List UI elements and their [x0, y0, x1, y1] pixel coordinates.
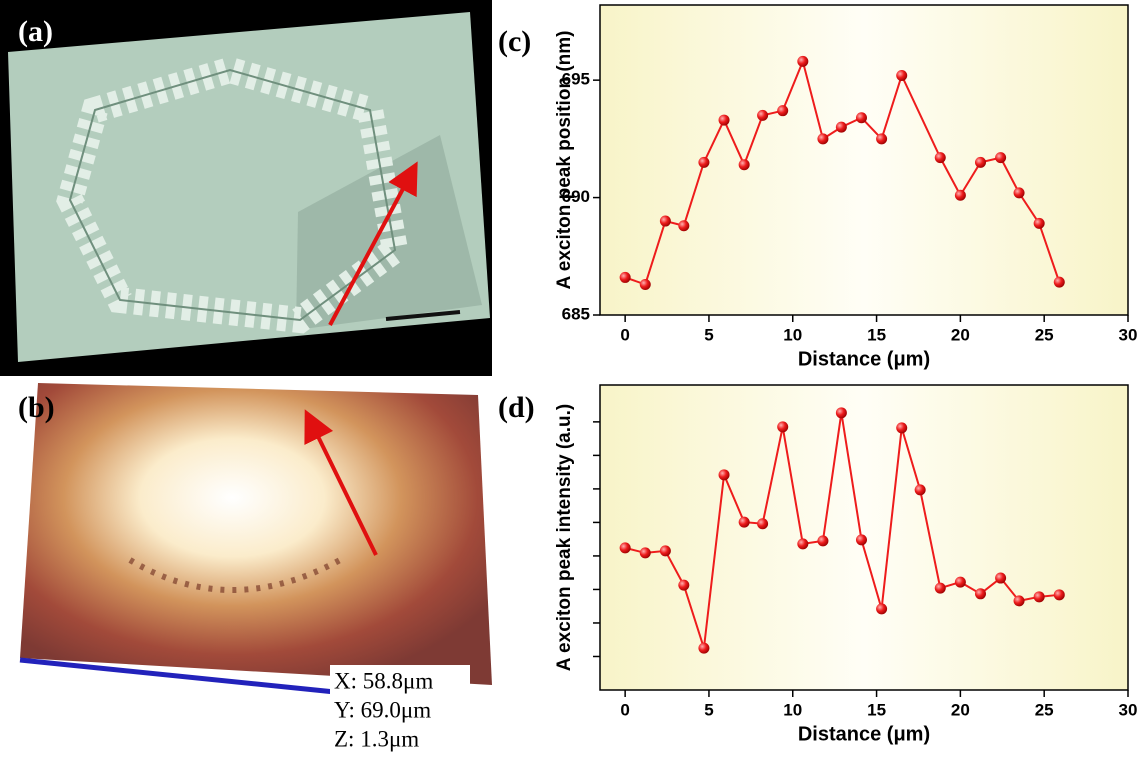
- data-point: [935, 583, 946, 594]
- x-tick-label: 25: [1035, 325, 1054, 344]
- data-point: [1054, 277, 1065, 288]
- x-tick-label: 10: [783, 325, 802, 344]
- x-tick-label: 5: [704, 700, 713, 719]
- data-point: [1034, 218, 1045, 229]
- data-point: [739, 159, 750, 170]
- x-axis-label: Distance (μm): [798, 723, 930, 745]
- data-point: [1014, 595, 1025, 606]
- panel-label: (a): [18, 15, 53, 48]
- data-point: [955, 190, 966, 201]
- figure: (a) (b) X: 58.8μm Y: 69.0μm Z: 1.3μm (c)…: [0, 0, 1145, 759]
- data-point: [975, 588, 986, 599]
- data-point: [698, 157, 709, 168]
- data-point: [935, 152, 946, 163]
- data-point: [620, 542, 631, 553]
- data-point: [955, 577, 966, 588]
- data-point: [1034, 591, 1045, 602]
- data-point: [817, 133, 828, 144]
- data-point: [660, 545, 671, 556]
- data-point: [836, 122, 847, 133]
- data-point: [856, 112, 867, 123]
- data-point: [876, 133, 887, 144]
- x-tick-label: 15: [867, 700, 886, 719]
- x-tick-label: 25: [1035, 700, 1054, 719]
- x-tick-label: 30: [1119, 700, 1138, 719]
- plot-background: [600, 5, 1128, 315]
- data-point: [719, 115, 730, 126]
- data-point: [876, 603, 887, 614]
- panel-label: (c): [498, 25, 531, 58]
- x-tick-label: 0: [620, 325, 629, 344]
- data-point: [836, 407, 847, 418]
- image-annotation: Y: 69.0μm: [334, 697, 431, 722]
- x-tick-label: 20: [951, 325, 970, 344]
- data-point: [777, 421, 788, 432]
- data-point: [995, 152, 1006, 163]
- panel-label: (d): [498, 391, 535, 424]
- data-point: [797, 538, 808, 549]
- data-point: [777, 105, 788, 116]
- data-point: [915, 484, 926, 495]
- data-point: [995, 573, 1006, 584]
- data-point: [719, 469, 730, 480]
- image-annotation: Z: 1.3μm: [334, 726, 419, 751]
- image-annotation: X: 58.8μm: [334, 668, 433, 693]
- data-point: [640, 547, 651, 558]
- data-point: [660, 216, 671, 227]
- data-point: [856, 534, 867, 545]
- data-point: [640, 279, 651, 290]
- data-point: [797, 56, 808, 67]
- data-point: [1014, 187, 1025, 198]
- x-tick-label: 15: [867, 325, 886, 344]
- data-point: [698, 643, 709, 654]
- x-tick-label: 20: [951, 700, 970, 719]
- x-axis-label: Distance (μm): [798, 348, 930, 370]
- data-point: [896, 70, 907, 81]
- x-tick-label: 30: [1119, 325, 1138, 344]
- data-point: [620, 272, 631, 283]
- data-point: [739, 517, 750, 528]
- panel-label: (b): [18, 391, 55, 424]
- y-axis-label: A exciton peak intensity (a.u.): [554, 404, 575, 671]
- data-point: [678, 580, 689, 591]
- y-axis-label: A exciton peak position (nm): [554, 31, 575, 290]
- data-point: [896, 422, 907, 433]
- data-point: [757, 110, 768, 121]
- data-point: [817, 535, 828, 546]
- data-point: [757, 518, 768, 529]
- x-tick-label: 0: [620, 700, 629, 719]
- data-point: [975, 157, 986, 168]
- x-tick-label: 10: [783, 700, 802, 719]
- optical-image: [0, 0, 492, 376]
- x-tick-label: 5: [704, 325, 713, 344]
- data-point: [678, 220, 689, 231]
- y-tick-label: 685: [562, 304, 590, 323]
- data-point: [1054, 589, 1065, 600]
